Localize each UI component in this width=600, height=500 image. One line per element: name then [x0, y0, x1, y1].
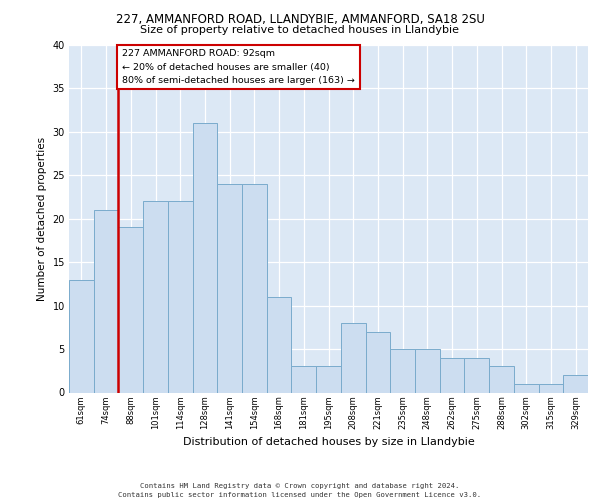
Bar [514, 384, 539, 392]
Text: 227 AMMANFORD ROAD: 92sqm
← 20% of detached houses are smaller (40)
80% of semi-: 227 AMMANFORD ROAD: 92sqm ← 20% of detac… [122, 50, 355, 84]
X-axis label: Distribution of detached houses by size in Llandybie: Distribution of detached houses by size … [182, 438, 475, 448]
Bar [489, 366, 514, 392]
Text: Contains HM Land Registry data © Crown copyright and database right 2024.
Contai: Contains HM Land Registry data © Crown c… [118, 483, 482, 498]
Bar [267, 297, 292, 392]
Bar [415, 349, 440, 393]
Bar [365, 332, 390, 392]
Bar [390, 349, 415, 393]
Bar [168, 202, 193, 392]
Bar [341, 323, 365, 392]
Bar [316, 366, 341, 392]
Bar [292, 366, 316, 392]
Bar [440, 358, 464, 392]
Bar [94, 210, 118, 392]
Y-axis label: Number of detached properties: Number of detached properties [37, 136, 47, 301]
Bar [69, 280, 94, 392]
Bar [539, 384, 563, 392]
Text: Size of property relative to detached houses in Llandybie: Size of property relative to detached ho… [140, 25, 460, 35]
Bar [464, 358, 489, 392]
Text: 227, AMMANFORD ROAD, LLANDYBIE, AMMANFORD, SA18 2SU: 227, AMMANFORD ROAD, LLANDYBIE, AMMANFOR… [116, 12, 484, 26]
Bar [563, 375, 588, 392]
Bar [143, 202, 168, 392]
Bar [217, 184, 242, 392]
Bar [118, 228, 143, 392]
Bar [242, 184, 267, 392]
Bar [193, 123, 217, 392]
